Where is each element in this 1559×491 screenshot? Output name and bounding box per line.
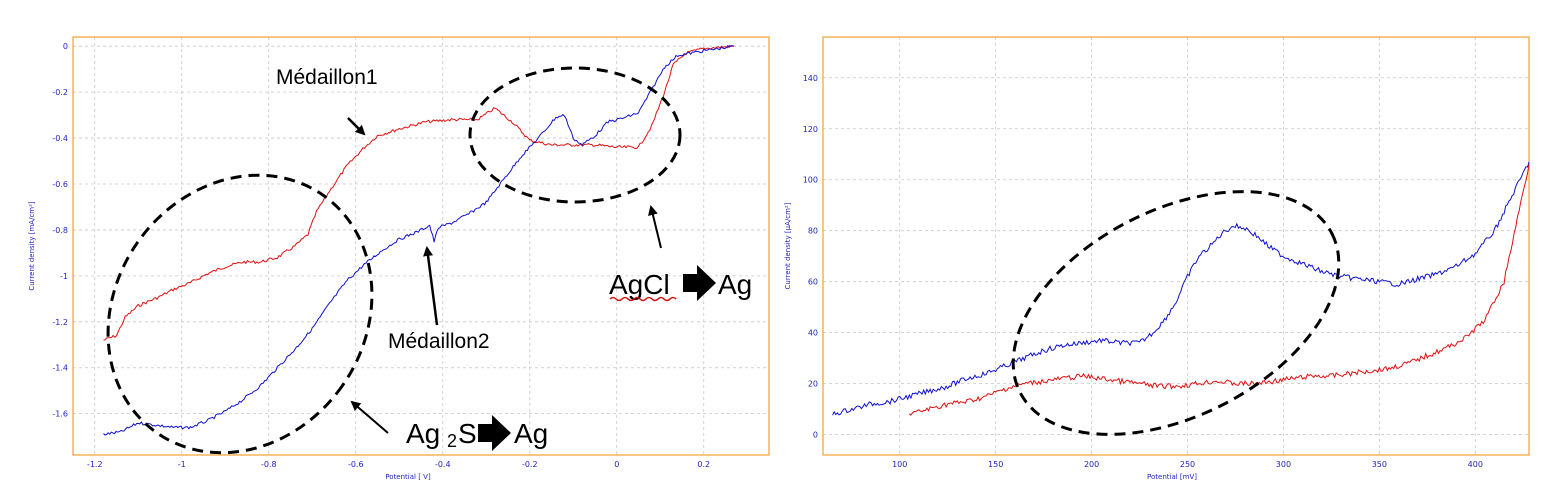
x-tick-label: -1.2 [87, 460, 103, 469]
arrow-right-icon [478, 415, 511, 451]
x-tick-label: 250 [1180, 460, 1195, 469]
chart-left-xlabel: Potential [ V] [385, 473, 431, 481]
chart-right-x-ticks: 100 150 200 250 300 350 400 [892, 460, 1483, 469]
chart-right-xlabel: Potential [mV] [1147, 473, 1197, 481]
arrow-right-icon [683, 265, 716, 301]
y-tick-label: -0.4 [52, 134, 68, 143]
spellcheck-underline [609, 296, 677, 302]
y-tick-label: 0 [63, 42, 68, 51]
label-ag2s-s: S [458, 418, 477, 449]
y-tick-label: 20 [808, 380, 818, 389]
x-tick-label: -1 [178, 460, 186, 469]
y-tick-label: 120 [803, 125, 818, 134]
y-tick-label: 0 [813, 431, 818, 440]
label-ag-right-1: Ag [718, 269, 752, 300]
x-tick-label: 400 [1468, 460, 1483, 469]
y-tick-label: -0.8 [52, 226, 68, 235]
x-tick-label: 0.2 [697, 460, 710, 469]
series-line-blue [832, 161, 1530, 416]
arrow-medaillon2 [423, 246, 439, 326]
x-tick-label: -0.2 [522, 460, 538, 469]
chart-left-frame [72, 36, 770, 456]
y-tick-label: 80 [808, 227, 818, 236]
label-ag2s-sub: 2 [447, 431, 457, 451]
label-ag2s-to-ag: Ag 2 S Ag [406, 415, 548, 451]
chart-left: -1.2 -1 -0.8 -0.6 -0.4 -0.2 0 0.2 0 -0.2 -0.4 -0.6… [28, 36, 770, 481]
chart-left-grid [73, 37, 769, 455]
arrow-agcl [648, 205, 662, 249]
y-tick-label: 40 [808, 329, 818, 338]
ellipse-ag2s-region [106, 173, 374, 455]
y-tick-label: -0.6 [52, 180, 68, 189]
y-tick-label: 140 [803, 74, 818, 83]
y-tick-label: -1 [60, 272, 68, 281]
chart-right-y-ticks: 0 20 40 60 80 100 120 140 [803, 74, 818, 440]
chart-left-ylabel: Current density [mA/cm²] [28, 201, 36, 291]
label-ag2s-ag: Ag [406, 418, 440, 449]
series-line-red [103, 44, 735, 341]
x-tick-label: -0.6 [348, 460, 364, 469]
label-ag-right-2: Ag [514, 418, 548, 449]
y-tick-label: -1.6 [52, 410, 68, 419]
x-tick-label: 150 [988, 460, 1003, 469]
chart-right-ylabel: Current density [µA/cm²] [784, 202, 792, 289]
y-tick-label: -1.2 [52, 318, 68, 327]
y-tick-label: -0.2 [52, 88, 68, 97]
x-tick-label: 0 [614, 460, 619, 469]
chart-left-x-ticks: -1.2 -1 -0.8 -0.6 -0.4 -0.2 0 0.2 [87, 460, 710, 469]
x-tick-label: 100 [892, 460, 907, 469]
x-tick-label: 350 [1372, 460, 1387, 469]
label-medaillon2: Médaillon2 [388, 330, 490, 353]
chart-left-y-ticks: 0 -0.2 -0.4 -0.6 -0.8 -1 -1.2 -1.4 -1.6 [52, 42, 68, 418]
y-tick-label: 100 [803, 176, 818, 185]
x-tick-label: -0.4 [435, 460, 451, 469]
x-tick-label: 300 [1276, 460, 1291, 469]
x-tick-label: 200 [1084, 460, 1099, 469]
chart-left-series [103, 44, 735, 436]
ellipse-right-peak-region [1011, 190, 1341, 436]
arrow-ag2s [350, 400, 389, 434]
arrow-medaillon1 [347, 117, 366, 136]
y-tick-label: 60 [808, 278, 818, 287]
x-tick-label: -0.8 [261, 460, 277, 469]
y-tick-label: -1.4 [52, 364, 68, 373]
chart-right-series [832, 161, 1530, 416]
series-line-red [909, 164, 1530, 416]
label-agcl-to-ag: AgCl Ag [609, 265, 752, 302]
chart-right-frame [822, 36, 1530, 456]
label-medaillon1: Médaillon1 [276, 66, 378, 89]
chart-right: 100 150 200 250 300 350 400 0 20 40 60 80 100 120 140… [784, 36, 1530, 481]
series-line-blue [103, 44, 735, 436]
label-agcl: AgCl [609, 269, 670, 300]
ellipse-agcl-region [468, 66, 682, 204]
